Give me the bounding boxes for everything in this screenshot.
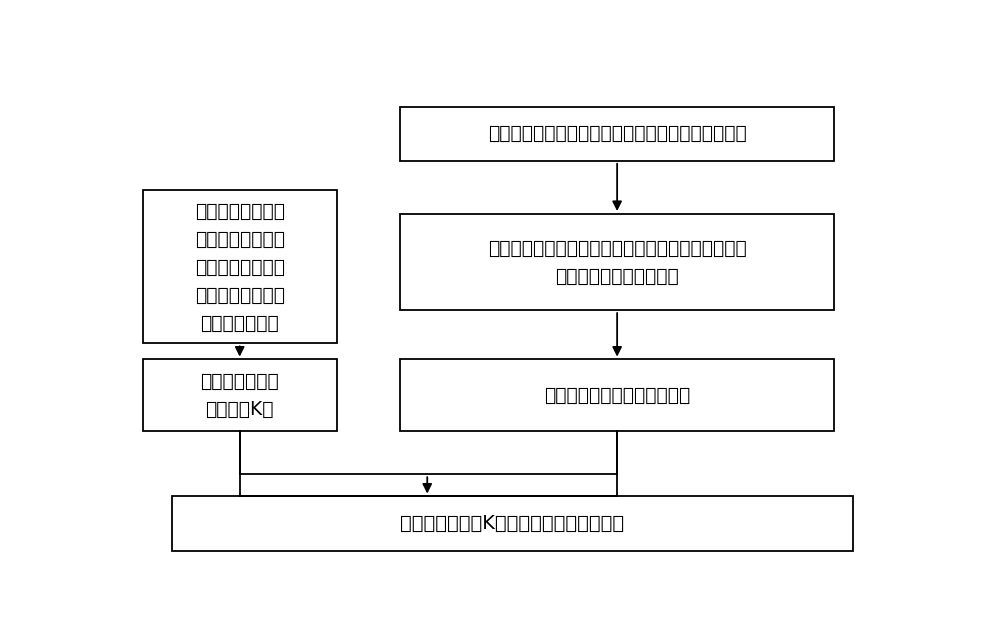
Text: 设计室内土壤侵蚀
性试验，获取与所
述土壤高光谱图像
获得时间相对应的
土壤可蚀性数据: 设计室内土壤侵蚀 性试验，获取与所 述土壤高光谱图像 获得时间相对应的 土壤可蚀… (195, 201, 285, 333)
Text: 预处理后，经过监督分类得到裸露土壤，然后提取所
述裸露土壤的地表反射率: 预处理后，经过监督分类得到裸露土壤，然后提取所 述裸露土壤的地表反射率 (488, 238, 746, 285)
Bar (172, 496, 853, 551)
Bar (400, 360, 834, 431)
Text: 获取土壤分类并
计算土壤K值: 获取土壤分类并 计算土壤K值 (200, 372, 279, 419)
Text: 裸露土壤地表反射率反演模型: 裸露土壤地表反射率反演模型 (544, 386, 690, 404)
Bar (400, 214, 834, 310)
Bar (143, 190, 337, 344)
Text: 建立影响可蚀性K的土壤属性的高光谱模型: 建立影响可蚀性K的土壤属性的高光谱模型 (400, 514, 625, 533)
Bar (400, 106, 834, 161)
Bar (143, 360, 337, 431)
Text: 基于遥感卫星数据，获取不同时间的土壤高光谱图像: 基于遥感卫星数据，获取不同时间的土壤高光谱图像 (488, 124, 746, 143)
